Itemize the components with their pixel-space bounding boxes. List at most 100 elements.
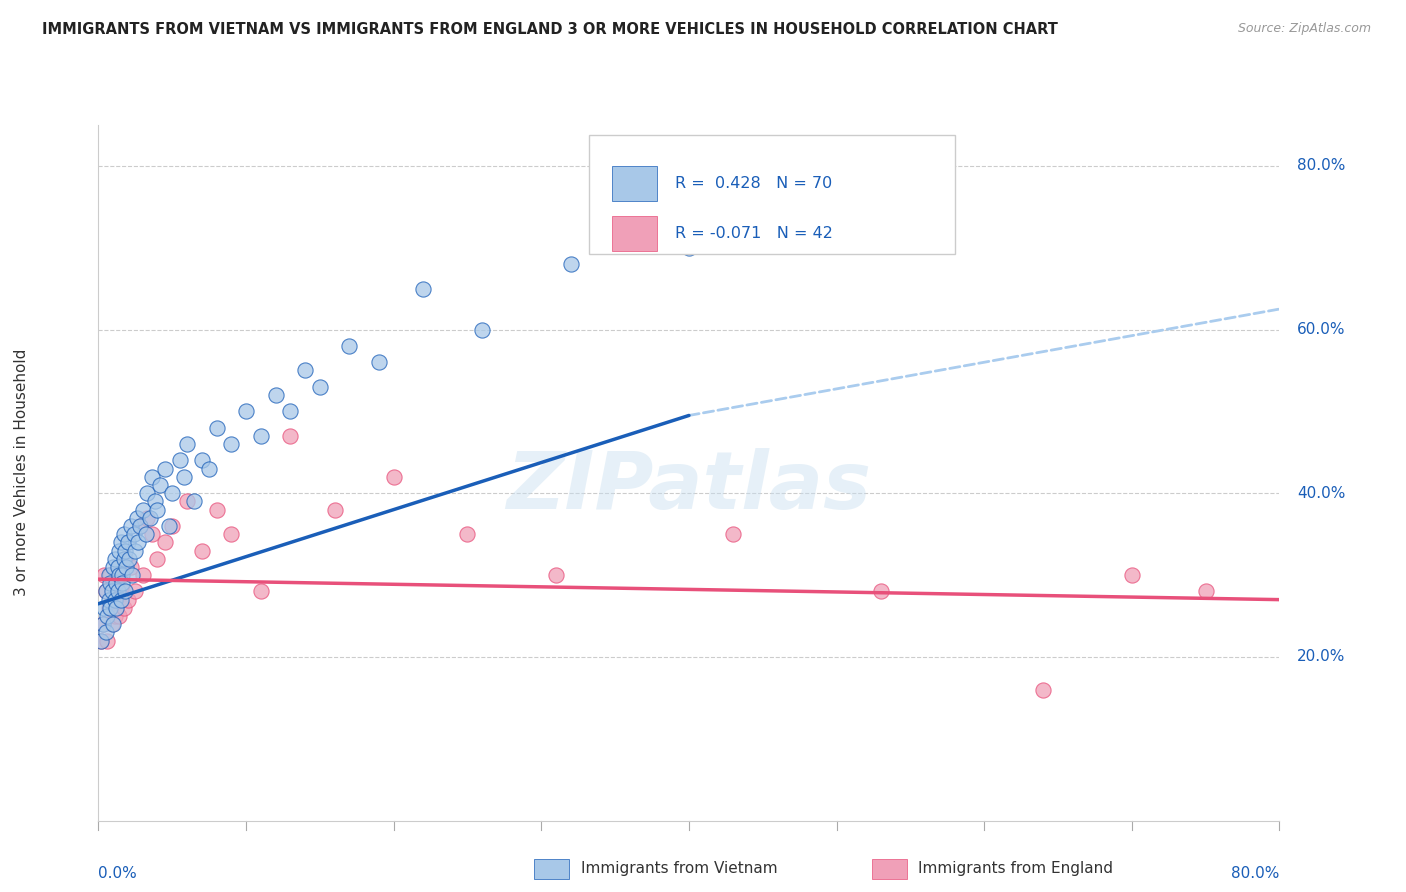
Point <box>105 576 128 591</box>
Text: IMMIGRANTS FROM VIETNAM VS IMMIGRANTS FROM ENGLAND 3 OR MORE VEHICLES IN HOUSEHO: IMMIGRANTS FROM VIETNAM VS IMMIGRANTS FR… <box>42 22 1059 37</box>
Point <box>560 257 582 271</box>
Point <box>104 609 127 624</box>
Point <box>183 494 205 508</box>
Text: 80.0%: 80.0% <box>1298 158 1346 173</box>
Point <box>149 478 172 492</box>
Point <box>153 535 176 549</box>
Point <box>111 568 134 582</box>
Point <box>114 551 136 566</box>
Text: Immigrants from England: Immigrants from England <box>918 862 1114 876</box>
Point <box>120 560 142 574</box>
Point <box>176 437 198 451</box>
Point <box>103 560 125 574</box>
Point <box>117 592 139 607</box>
Point <box>98 600 121 615</box>
Point <box>198 461 221 475</box>
Point <box>382 470 405 484</box>
Point <box>124 584 146 599</box>
Point <box>122 527 145 541</box>
Point <box>111 576 134 591</box>
Point <box>94 584 117 599</box>
Point <box>91 617 114 632</box>
Point <box>1195 584 1218 599</box>
Point <box>108 568 131 582</box>
Point <box>278 429 302 443</box>
Text: 40.0%: 40.0% <box>1298 486 1346 500</box>
Point <box>112 527 135 541</box>
Point <box>97 600 120 615</box>
Point <box>141 527 163 541</box>
Point <box>100 617 122 632</box>
Point <box>90 633 112 648</box>
Point <box>135 527 157 541</box>
Point <box>114 543 136 558</box>
Point <box>136 486 159 500</box>
Point <box>219 437 242 451</box>
Point <box>721 527 744 541</box>
Point <box>157 519 180 533</box>
Point <box>264 388 287 402</box>
Point <box>108 543 131 558</box>
Point <box>111 584 134 599</box>
Point <box>250 429 273 443</box>
Point <box>90 633 112 648</box>
Point <box>143 494 166 508</box>
Point <box>128 519 150 533</box>
Point <box>368 355 391 369</box>
Point <box>136 510 159 524</box>
Point <box>94 584 117 599</box>
Point <box>176 494 198 508</box>
Bar <box>612 216 657 251</box>
Text: R = -0.071   N = 42: R = -0.071 N = 42 <box>675 226 832 241</box>
Point <box>141 470 163 484</box>
Point <box>412 282 434 296</box>
Point <box>115 560 138 574</box>
Point <box>112 600 135 615</box>
Point <box>93 600 115 615</box>
Point <box>128 519 150 533</box>
Point <box>110 535 132 549</box>
Point <box>96 633 118 648</box>
Point <box>103 592 125 607</box>
Point <box>294 363 316 377</box>
Point <box>278 404 302 418</box>
Point <box>100 584 122 599</box>
Point <box>104 551 127 566</box>
Point <box>162 486 183 500</box>
Point <box>110 568 132 582</box>
Point <box>105 576 128 591</box>
Point <box>132 568 155 582</box>
Point <box>121 568 143 582</box>
Point <box>309 380 332 394</box>
Point <box>205 421 228 435</box>
Point <box>146 551 169 566</box>
Point <box>108 609 131 624</box>
Point <box>219 527 242 541</box>
Point <box>678 241 700 255</box>
Point <box>107 584 129 599</box>
Point <box>1121 568 1143 582</box>
Point <box>97 568 120 582</box>
Point <box>235 404 257 418</box>
Point <box>118 551 141 566</box>
Point <box>191 543 214 558</box>
Point <box>250 584 273 599</box>
Text: 80.0%: 80.0% <box>1232 865 1279 880</box>
Text: Source: ZipAtlas.com: Source: ZipAtlas.com <box>1237 22 1371 36</box>
Point <box>169 453 191 467</box>
Point <box>125 510 148 524</box>
Point <box>107 592 129 607</box>
Text: Immigrants from Vietnam: Immigrants from Vietnam <box>581 862 778 876</box>
Point <box>124 543 146 558</box>
Point <box>1032 682 1054 697</box>
Text: R =  0.428   N = 70: R = 0.428 N = 70 <box>675 176 832 191</box>
Point <box>97 592 120 607</box>
Text: 20.0%: 20.0% <box>1298 649 1346 665</box>
Point <box>162 519 183 533</box>
Point <box>94 625 117 640</box>
Bar <box>612 166 657 201</box>
Point <box>117 535 139 549</box>
Point <box>471 322 494 336</box>
Text: 3 or more Vehicles in Household: 3 or more Vehicles in Household <box>14 349 30 597</box>
FancyBboxPatch shape <box>589 136 955 253</box>
